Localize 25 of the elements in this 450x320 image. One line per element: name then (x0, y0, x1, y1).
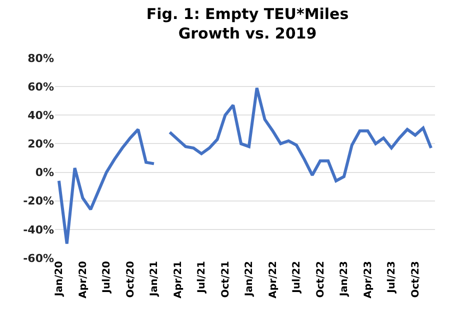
x-tick-label: Jan/20 (54, 260, 66, 298)
y-tick-label: 0% (35, 166, 54, 180)
x-tick-label: Jul/22 (292, 260, 303, 294)
x-tick-label: Oct/22 (315, 260, 326, 298)
x-tick-label: Oct/23 (410, 260, 422, 298)
y-tick-label: 80% (28, 52, 54, 65)
y-tick-label: -60% (23, 252, 54, 265)
x-tick-label: Jul/21 (196, 260, 208, 294)
y-tick-label: -40% (23, 223, 54, 236)
chart-title: Fig. 1: Empty TEU*Miles Growth vs. 2019 (146, 5, 349, 43)
x-tick-label: Jan/22 (244, 260, 256, 298)
x-tick-label: Apr/20 (78, 260, 89, 298)
x-tick-label: Apr/21 (172, 260, 184, 298)
x-tick-label: Jul/23 (386, 260, 398, 294)
y-tick-label: 20% (28, 138, 54, 151)
y-tick-label: 60% (28, 80, 54, 94)
x-tick-label: Oct/20 (125, 260, 136, 298)
x-tick-label: Jan/23 (339, 260, 350, 298)
y-tick-label: 40% (28, 108, 54, 122)
x-tick-label: Oct/21 (220, 260, 232, 298)
x-tick-label: Apr/23 (362, 260, 374, 298)
x-tick-label: Jul/20 (102, 260, 113, 294)
x-tick-label: Apr/22 (268, 260, 279, 298)
y-tick-label: -20% (23, 194, 54, 208)
x-tick-label: Jan/21 (149, 260, 160, 298)
